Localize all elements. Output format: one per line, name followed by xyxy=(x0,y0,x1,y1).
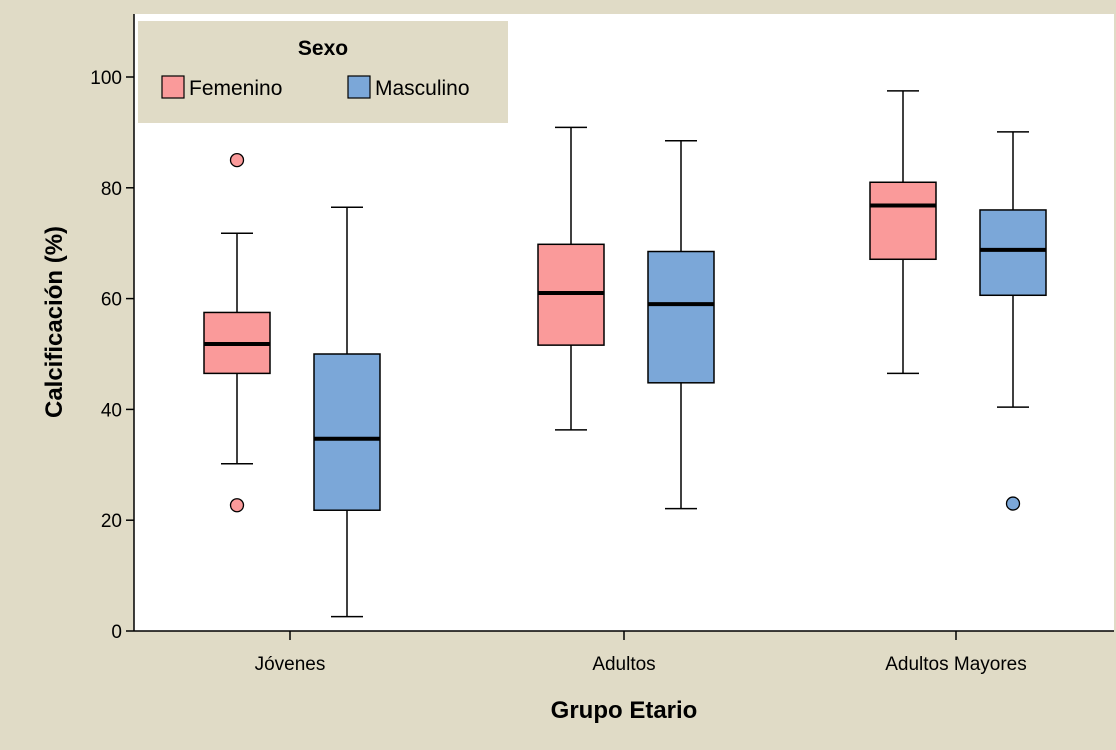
y-tick-label: 60 xyxy=(101,290,122,311)
x-axis-title: Grupo Etario xyxy=(551,697,698,724)
legend: Sexo Femenino Masculino xyxy=(138,21,508,123)
legend-label-femenino: Femenino xyxy=(189,77,282,100)
box-masculino-jovenes xyxy=(313,206,381,618)
y-tick-label: 100 xyxy=(90,68,122,89)
box-iqr xyxy=(647,250,715,384)
y-axis-title: Calcificación (%) xyxy=(41,226,68,418)
outlier-point xyxy=(1005,496,1021,511)
box-iqr xyxy=(313,353,381,511)
box-femenino-jovenes xyxy=(203,152,271,513)
legend-title: Sexo xyxy=(298,37,348,60)
legend-swatch-femenino xyxy=(161,75,185,99)
box-iqr xyxy=(869,181,937,261)
box-iqr xyxy=(979,209,1047,297)
y-tick-label: 20 xyxy=(101,511,122,532)
y-tick-label: 40 xyxy=(101,400,122,421)
legend-label-masculino: Masculino xyxy=(375,77,470,100)
x-tick-label-jovenes: Jóvenes xyxy=(255,654,326,675)
x-tick-label-adultos: Adultos xyxy=(592,654,655,675)
y-axis-ticks: 0 20 40 60 80 100 xyxy=(90,68,134,643)
box-femenino-adultos xyxy=(537,126,605,431)
box-masculino-adultos xyxy=(647,139,715,510)
outlier-point xyxy=(229,152,245,168)
outlier-point xyxy=(229,498,245,513)
y-tick-label: 0 xyxy=(111,622,122,643)
x-tick-label-adultos-mayores: Adultos Mayores xyxy=(885,654,1027,675)
legend-box xyxy=(138,21,508,123)
x-axis-ticks: Jóvenes Adultos Adultos Mayores xyxy=(255,631,1027,675)
y-tick-label: 80 xyxy=(101,179,122,200)
box-masculino-adultos-mayores xyxy=(979,131,1047,511)
box-femenino-adultos-mayores xyxy=(869,90,937,375)
chart-marks xyxy=(203,90,1047,618)
legend-swatch-masculino xyxy=(347,75,371,99)
